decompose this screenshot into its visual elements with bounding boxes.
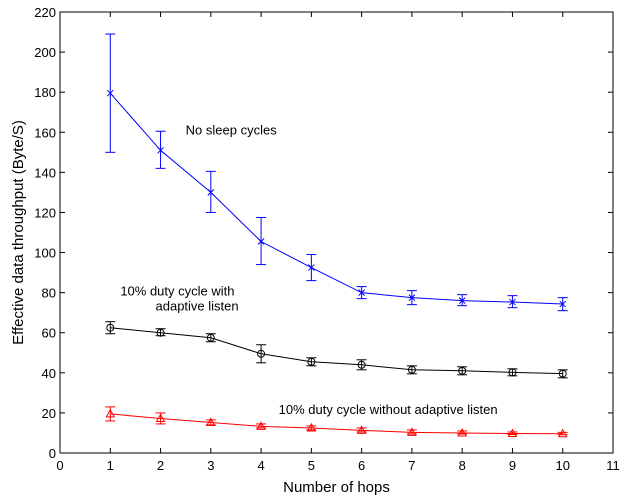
y-tick-label: 140: [34, 165, 56, 180]
data-point: [307, 357, 316, 366]
x-tick-label: 9: [509, 458, 516, 473]
y-tick-label: 60: [42, 326, 56, 341]
data-point: [308, 264, 315, 271]
data-point: [457, 427, 468, 437]
annotation-label: adaptive listen: [156, 299, 239, 314]
annotations: No sleep cycles 10% duty cycle withadapti…: [120, 122, 497, 417]
data-point: [306, 422, 317, 432]
series-line: [110, 413, 563, 435]
data-point: [357, 360, 366, 369]
x-tick-label: 2: [157, 458, 164, 473]
y-tick-label: 120: [34, 205, 56, 220]
x-tick-label: 6: [358, 458, 365, 473]
data-point: [257, 349, 266, 358]
series-1: [105, 33, 568, 312]
axis-ticks: 0 1 2 3 4 5 6 7 8 9 10 11 0 20 40 60 80 100 120 140 160 180 20…: [34, 5, 619, 473]
y-tick-label: 0: [49, 446, 56, 461]
data-point: [508, 368, 517, 377]
plot-area: [59, 11, 614, 454]
data-point: [408, 294, 416, 302]
x-tick-label: 11: [606, 458, 620, 473]
x-tick-label: 1: [107, 458, 114, 473]
data-point: [155, 413, 166, 423]
annotation-label: 10% duty cycle with: [120, 284, 234, 299]
x-tick-label: 8: [459, 458, 466, 473]
y-tick-label: 200: [34, 45, 56, 60]
series-line: [109, 92, 563, 305]
annotation-label: No sleep cycles: [186, 122, 278, 137]
series-layer: [105, 33, 568, 438]
series-3: [105, 406, 568, 438]
x-tick-label: 7: [408, 458, 415, 473]
x-tick-label: 5: [308, 458, 315, 473]
data-point: [205, 417, 216, 427]
data-point: [559, 300, 567, 308]
y-tick-label: 220: [34, 5, 56, 20]
data-point: [558, 369, 567, 378]
data-point: [509, 298, 516, 306]
x-tick-label: 10: [555, 458, 569, 473]
annotation-label: 10% duty cycle without adaptive listen: [279, 402, 498, 417]
series-line: [110, 327, 563, 375]
data-point: [106, 323, 115, 332]
data-point: [207, 189, 215, 196]
data-point: [557, 428, 568, 438]
data-point: [257, 238, 265, 245]
x-tick-label: 0: [56, 458, 63, 473]
y-axis-title: Effective data throughput (Byte/S): [10, 120, 27, 345]
data-point: [458, 366, 467, 375]
data-point: [256, 421, 266, 430]
y-tick-label: 180: [34, 85, 56, 100]
x-tick-label: 3: [207, 458, 214, 473]
series-2: [105, 321, 568, 379]
data-point: [358, 289, 365, 296]
data-point: [106, 89, 114, 97]
data-point: [156, 328, 165, 337]
y-tick-label: 20: [42, 406, 56, 421]
data-point: [407, 427, 417, 436]
data-point: [105, 408, 116, 418]
x-tick-label: 4: [257, 458, 264, 473]
y-tick-label: 40: [42, 366, 56, 381]
data-point: [157, 146, 164, 154]
y-tick-label: 100: [34, 246, 56, 261]
data-point: [407, 365, 416, 374]
data-point: [356, 425, 367, 434]
data-point: [458, 297, 466, 305]
data-point: [507, 428, 518, 438]
data-point: [206, 333, 215, 342]
x-axis-title: Number of hops: [283, 479, 390, 496]
y-tick-label: 160: [34, 125, 56, 140]
y-tick-label: 80: [42, 286, 56, 301]
